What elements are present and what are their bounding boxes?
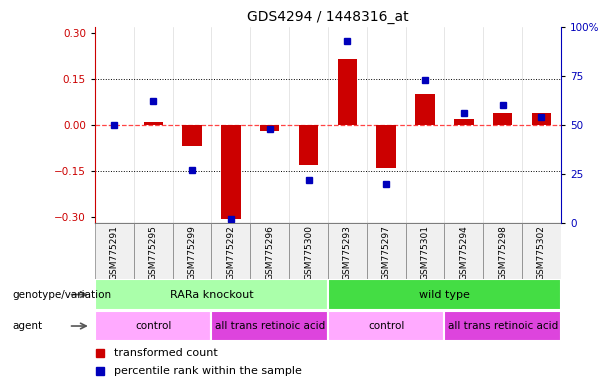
Text: GSM775299: GSM775299 <box>188 225 197 280</box>
Bar <box>444 311 561 341</box>
Bar <box>173 223 211 279</box>
Text: all trans retinoic acid: all trans retinoic acid <box>447 321 558 331</box>
Text: wild type: wild type <box>419 290 470 300</box>
Bar <box>406 223 444 279</box>
Bar <box>328 223 367 279</box>
Bar <box>143 122 163 125</box>
Bar <box>338 59 357 125</box>
Bar <box>493 113 512 125</box>
Text: transformed count: transformed count <box>113 348 218 358</box>
Bar <box>328 311 444 341</box>
Bar <box>95 311 211 341</box>
Bar <box>444 223 483 279</box>
Bar <box>289 223 328 279</box>
Text: GSM775292: GSM775292 <box>226 225 235 280</box>
Text: percentile rank within the sample: percentile rank within the sample <box>113 366 302 376</box>
Text: control: control <box>368 321 405 331</box>
Bar <box>134 223 173 279</box>
Bar <box>95 280 328 310</box>
Bar <box>95 223 134 279</box>
Bar <box>328 280 561 310</box>
Bar <box>367 223 406 279</box>
Text: GSM775293: GSM775293 <box>343 225 352 280</box>
Text: GSM775298: GSM775298 <box>498 225 507 280</box>
Bar <box>483 223 522 279</box>
Text: RARa knockout: RARa knockout <box>170 290 253 300</box>
Text: agent: agent <box>12 321 42 331</box>
Bar <box>211 311 328 341</box>
Text: GSM775302: GSM775302 <box>537 225 546 280</box>
Bar <box>183 125 202 146</box>
Bar <box>454 119 474 125</box>
Bar <box>531 113 551 125</box>
Text: control: control <box>135 321 172 331</box>
Bar <box>250 223 289 279</box>
Bar <box>260 125 280 131</box>
Text: GSM775291: GSM775291 <box>110 225 119 280</box>
Text: GSM775300: GSM775300 <box>304 225 313 280</box>
Title: GDS4294 / 1448316_at: GDS4294 / 1448316_at <box>247 10 409 25</box>
Text: GSM775301: GSM775301 <box>421 225 430 280</box>
Text: GSM775294: GSM775294 <box>459 225 468 280</box>
Bar <box>522 223 561 279</box>
Text: GSM775297: GSM775297 <box>382 225 390 280</box>
Bar <box>416 94 435 125</box>
Text: genotype/variation: genotype/variation <box>12 290 112 300</box>
Bar <box>299 125 318 165</box>
Text: all trans retinoic acid: all trans retinoic acid <box>215 321 325 331</box>
Text: GSM775295: GSM775295 <box>149 225 158 280</box>
Bar <box>376 125 396 168</box>
Text: GSM775296: GSM775296 <box>265 225 274 280</box>
Bar <box>211 223 250 279</box>
Bar <box>221 125 240 218</box>
